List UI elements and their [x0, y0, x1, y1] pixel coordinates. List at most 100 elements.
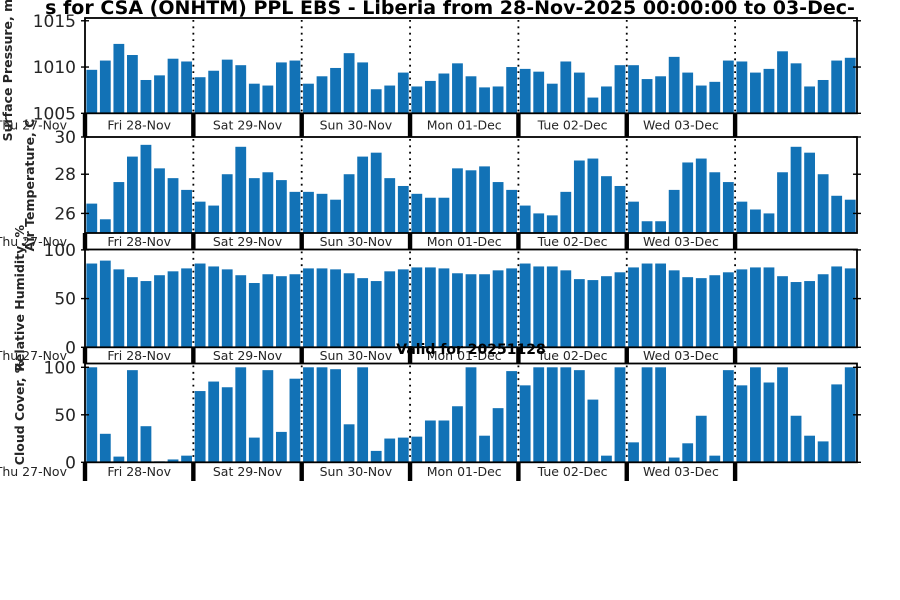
- bar: [573, 370, 585, 463]
- day-label: Tue 02-Dec: [537, 234, 608, 249]
- bar: [221, 174, 233, 233]
- day-label: Fri 28-Nov: [107, 118, 171, 133]
- bar: [316, 193, 328, 233]
- day-divider: [624, 113, 629, 137]
- bar: [601, 86, 612, 114]
- bar: [750, 367, 761, 463]
- bar: [194, 391, 206, 463]
- bar: [736, 61, 748, 114]
- bar: [641, 79, 653, 114]
- bar: [262, 370, 274, 463]
- day-divider: [732, 347, 738, 364]
- bar: [695, 415, 707, 463]
- day-label: Wed 03-Dec: [643, 234, 719, 249]
- day-divider: [624, 233, 629, 250]
- bar: [343, 273, 355, 348]
- bar: [343, 53, 355, 114]
- bar: [248, 283, 260, 348]
- bar: [235, 275, 247, 348]
- bar: [722, 60, 734, 114]
- bar: [519, 68, 531, 114]
- bar: [289, 274, 301, 348]
- bar: [777, 51, 788, 114]
- bar: [695, 85, 707, 114]
- bar: [330, 269, 341, 348]
- bar: [181, 268, 192, 348]
- bar: [221, 59, 233, 114]
- bar: [844, 367, 856, 463]
- bar: [533, 367, 545, 463]
- bar: [262, 85, 274, 114]
- bar: [601, 276, 612, 348]
- bar: [750, 72, 761, 114]
- day-divider: [299, 347, 304, 364]
- bar: [411, 193, 423, 233]
- bar: [601, 176, 612, 233]
- bar: [127, 277, 138, 348]
- bar: [614, 272, 626, 348]
- bar: [370, 281, 382, 348]
- y-axis-label: Relative Humidity, %: [12, 225, 27, 372]
- day-divider: [82, 462, 88, 481]
- bar: [533, 213, 545, 233]
- bar: [817, 79, 829, 114]
- bar: [573, 279, 585, 348]
- bar: [722, 272, 734, 348]
- bar: [804, 435, 815, 463]
- bar: [397, 72, 409, 114]
- bar: [641, 221, 653, 233]
- bar: [262, 172, 274, 233]
- bar: [479, 435, 490, 463]
- bar: [86, 69, 98, 114]
- bar: [655, 367, 667, 463]
- bar: [722, 370, 734, 463]
- bar: [709, 172, 721, 233]
- bar: [127, 370, 138, 463]
- day-label: Fri 28-Nov: [107, 348, 171, 363]
- bar: [357, 62, 369, 114]
- y-tick-label: 1005: [33, 104, 76, 124]
- day-divider: [407, 233, 413, 250]
- bar: [424, 80, 436, 114]
- bar: [438, 197, 450, 233]
- day-divider: [732, 233, 738, 250]
- bar: [303, 83, 314, 114]
- bar: [140, 144, 152, 233]
- y-tick-label: 100: [44, 241, 76, 261]
- day-label: Wed 03-Dec: [643, 348, 719, 363]
- day-label: Mon 01-Dec: [427, 118, 502, 133]
- bar: [492, 270, 504, 348]
- bar: [763, 68, 775, 114]
- bar: [668, 56, 680, 114]
- bar: [221, 387, 233, 463]
- bar: [709, 275, 721, 348]
- bar: [831, 384, 843, 463]
- bar: [411, 86, 423, 114]
- bar: [492, 408, 504, 463]
- bar: [695, 158, 707, 233]
- bar: [113, 456, 125, 463]
- bar: [99, 60, 111, 114]
- bar: [736, 385, 748, 463]
- bar: [695, 278, 707, 348]
- bar: [777, 276, 788, 348]
- day-divider: [299, 462, 304, 481]
- y-tick-label: 26: [54, 204, 76, 224]
- day-label: Thu 27-Nov: [0, 348, 68, 363]
- bar: [479, 87, 490, 114]
- bar: [303, 367, 314, 463]
- y-axis-label: Air Temperature, C: [22, 119, 37, 252]
- y-tick-label: 0: [65, 453, 76, 473]
- bar: [154, 275, 165, 348]
- bar: [330, 369, 341, 463]
- bar: [289, 191, 301, 233]
- bar: [465, 367, 477, 463]
- day-label: Sat 29-Nov: [213, 234, 283, 249]
- bar: [167, 271, 179, 348]
- day-divider: [299, 233, 304, 250]
- day-divider: [191, 347, 196, 364]
- day-divider: [732, 113, 738, 137]
- bar: [817, 274, 829, 348]
- bar: [736, 269, 748, 348]
- bar: [790, 63, 802, 114]
